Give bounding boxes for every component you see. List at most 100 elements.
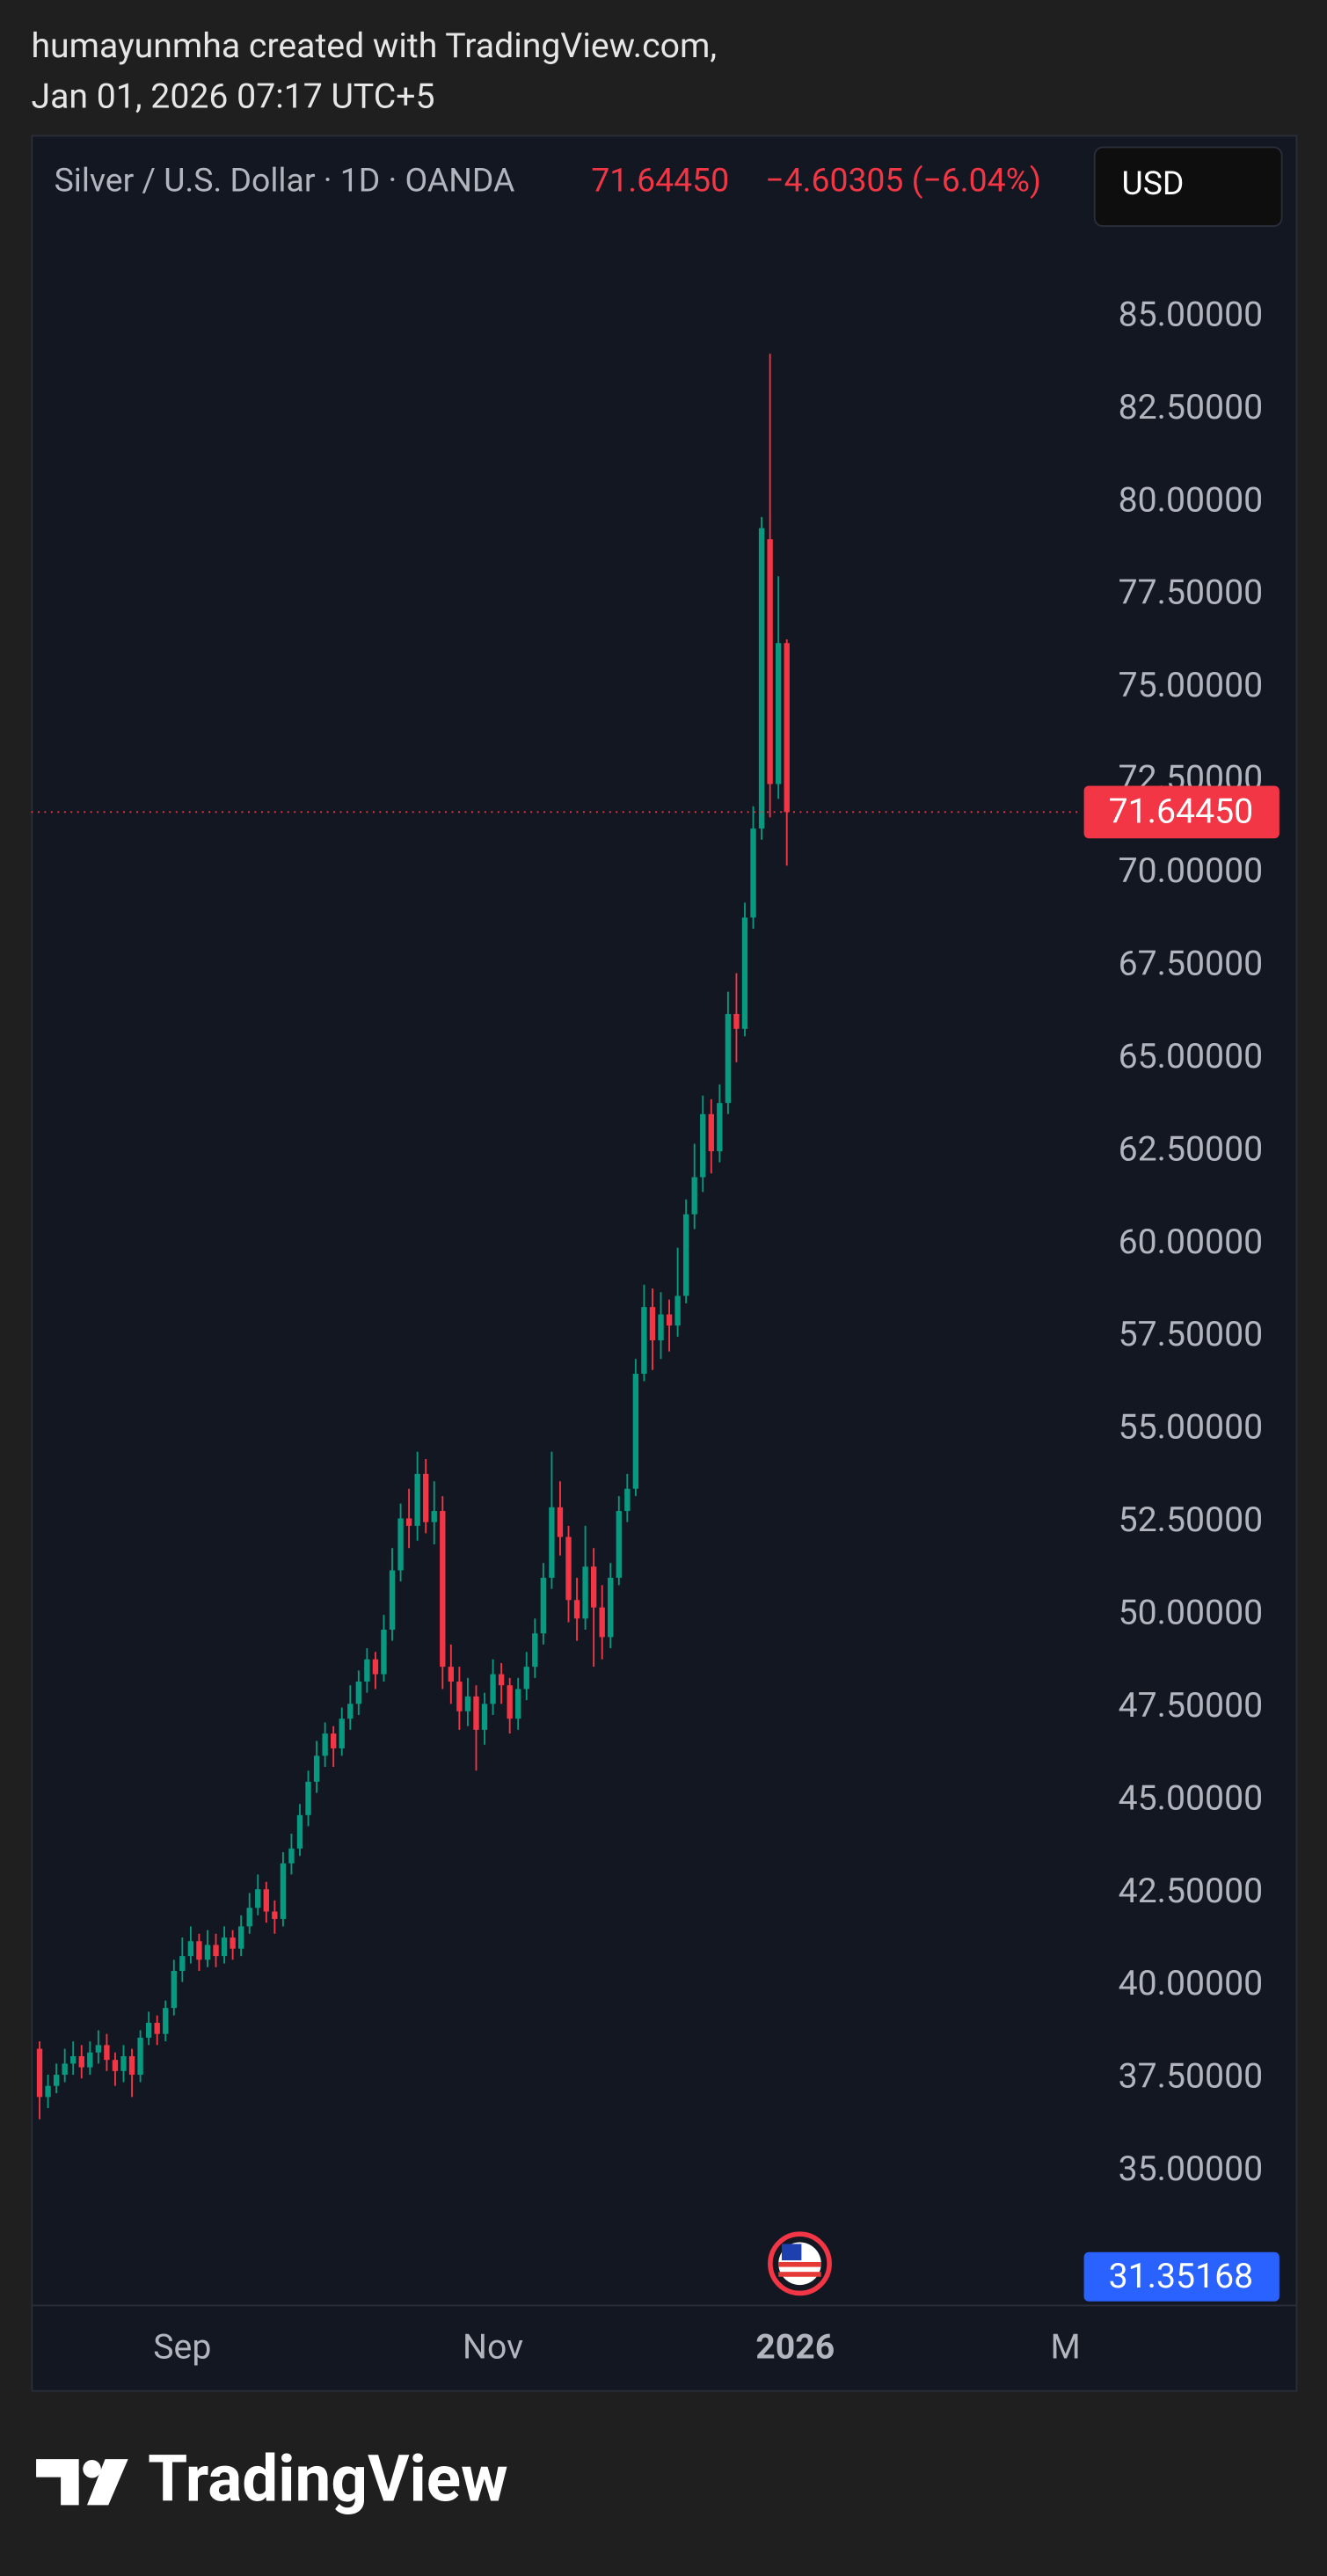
candle-body — [70, 2055, 77, 2064]
y-tick-label: 80.00000 — [1119, 479, 1264, 520]
candle-body — [389, 1570, 396, 1630]
candle-body — [549, 1507, 555, 1578]
candle-body — [741, 917, 748, 1029]
logo-mark — [83, 2460, 101, 2478]
candle-body — [658, 1314, 664, 1341]
price-label: 71.64450 — [1109, 792, 1254, 832]
candle-body — [758, 528, 765, 829]
candle-body — [196, 1941, 202, 1960]
candle-body — [364, 1659, 370, 1682]
y-tick-label: 82.50000 — [1119, 387, 1264, 427]
candle-body — [775, 643, 782, 784]
logo-text: TradingView — [148, 2441, 508, 2516]
flag-stripe — [778, 2272, 821, 2277]
candle-body — [221, 1937, 228, 1957]
candle-body — [339, 1719, 345, 1748]
candle-body — [608, 1577, 614, 1638]
candle-body — [733, 1013, 740, 1029]
currency-button[interactable] — [1093, 146, 1283, 228]
candle-body — [78, 2055, 84, 2068]
candle-body — [230, 1937, 236, 1949]
event-flag[interactable] — [768, 2231, 832, 2296]
y-tick-label: 37.50000 — [1119, 2056, 1264, 2097]
candle-body — [347, 1704, 354, 1719]
candle-body — [532, 1633, 538, 1667]
candle-body — [632, 1374, 639, 1489]
candle-body — [624, 1488, 631, 1512]
candle-body — [767, 539, 773, 784]
low-marker-label: 31.35168 — [1109, 2256, 1254, 2296]
candle-body — [725, 1013, 732, 1104]
flag-stripe — [778, 2261, 821, 2267]
candle-body — [87, 2052, 93, 2068]
candle-body — [263, 1889, 269, 1912]
y-tick-label: 45.00000 — [1119, 1777, 1264, 1818]
candle-body — [523, 1667, 529, 1689]
candle-body — [507, 1685, 513, 1719]
axes: 35.00000 37.50000 40.00000 42.50000 45.00000… — [1119, 294, 1264, 2189]
candle-body — [154, 2023, 160, 2034]
y-tick-label: 77.50000 — [1119, 573, 1264, 613]
candle-body — [540, 1577, 547, 1634]
y-tick-label: 57.50000 — [1119, 1314, 1264, 1354]
candle-body — [128, 2055, 135, 2076]
y-tick-label: 42.50000 — [1119, 1871, 1264, 1911]
candle-body — [456, 1682, 463, 1711]
candle-body — [95, 2045, 102, 2053]
y-tick-label: 62.50000 — [1119, 1128, 1264, 1169]
candle-body — [649, 1307, 656, 1341]
candle-body — [280, 1863, 287, 1919]
candle-body — [187, 1941, 194, 1957]
candle-body — [255, 1889, 261, 1908]
candle-body — [179, 1956, 186, 1971]
candle-body — [272, 1911, 278, 1919]
candle-body — [213, 1945, 219, 1957]
x-tick-label: Nov — [463, 2326, 523, 2367]
candle-body — [717, 1103, 723, 1151]
candle-body — [120, 2055, 127, 2071]
x-tick-label: Sep — [153, 2326, 211, 2367]
candle-body — [381, 1629, 387, 1675]
y-tick-label: 85.00000 — [1119, 294, 1264, 334]
candle-body — [288, 1848, 295, 1864]
candle-body — [682, 1214, 689, 1296]
candle-body — [498, 1674, 505, 1686]
candle-body — [322, 1733, 328, 1756]
candle-body — [405, 1518, 412, 1526]
y-tick-label: 40.00000 — [1119, 1963, 1264, 2003]
candle-body — [750, 828, 756, 918]
y-tick-label: 70.00000 — [1119, 850, 1264, 891]
candle-body — [414, 1473, 420, 1526]
y-tick-label: 55.00000 — [1119, 1407, 1264, 1448]
candle-body — [112, 2060, 119, 2071]
candle-body — [557, 1507, 564, 1537]
candle-body — [573, 1600, 580, 1619]
candle-body — [104, 2045, 110, 2061]
chart-panel — [31, 135, 1298, 2392]
price-label-box — [1083, 785, 1280, 839]
y-tick-label: 47.50000 — [1119, 1685, 1264, 1726]
candle-body — [62, 2063, 68, 2076]
candle-body — [331, 1733, 337, 1748]
candle-body — [590, 1566, 597, 1608]
candle-body — [246, 1908, 252, 1927]
logo-mark — [86, 2459, 128, 2506]
x-axis: Sep Nov 2026 Mar — [153, 2326, 1081, 2367]
candle-body — [204, 1945, 211, 1960]
candle-body — [599, 1607, 605, 1638]
y-tick-label: 65.00000 — [1119, 1036, 1264, 1076]
candle-body — [784, 643, 790, 813]
candle-body — [171, 1970, 177, 2009]
candle-body — [145, 2023, 152, 2038]
logo-mark — [36, 2459, 79, 2506]
candle-body — [305, 1781, 311, 1815]
attribution: humayunmha created with TradingView.com, — [31, 26, 717, 66]
candle-body — [397, 1518, 404, 1571]
candle-body — [423, 1473, 429, 1522]
candle-body — [296, 1814, 303, 1849]
timestamp: Jan 01, 2026 07:17 UTC+5 — [31, 77, 434, 117]
last-price: 71.64450 — [591, 161, 729, 200]
currency-label[interactable]: USD — [1122, 164, 1185, 203]
candle-body — [473, 1696, 479, 1730]
y-tick-label: 67.50000 — [1119, 943, 1264, 983]
